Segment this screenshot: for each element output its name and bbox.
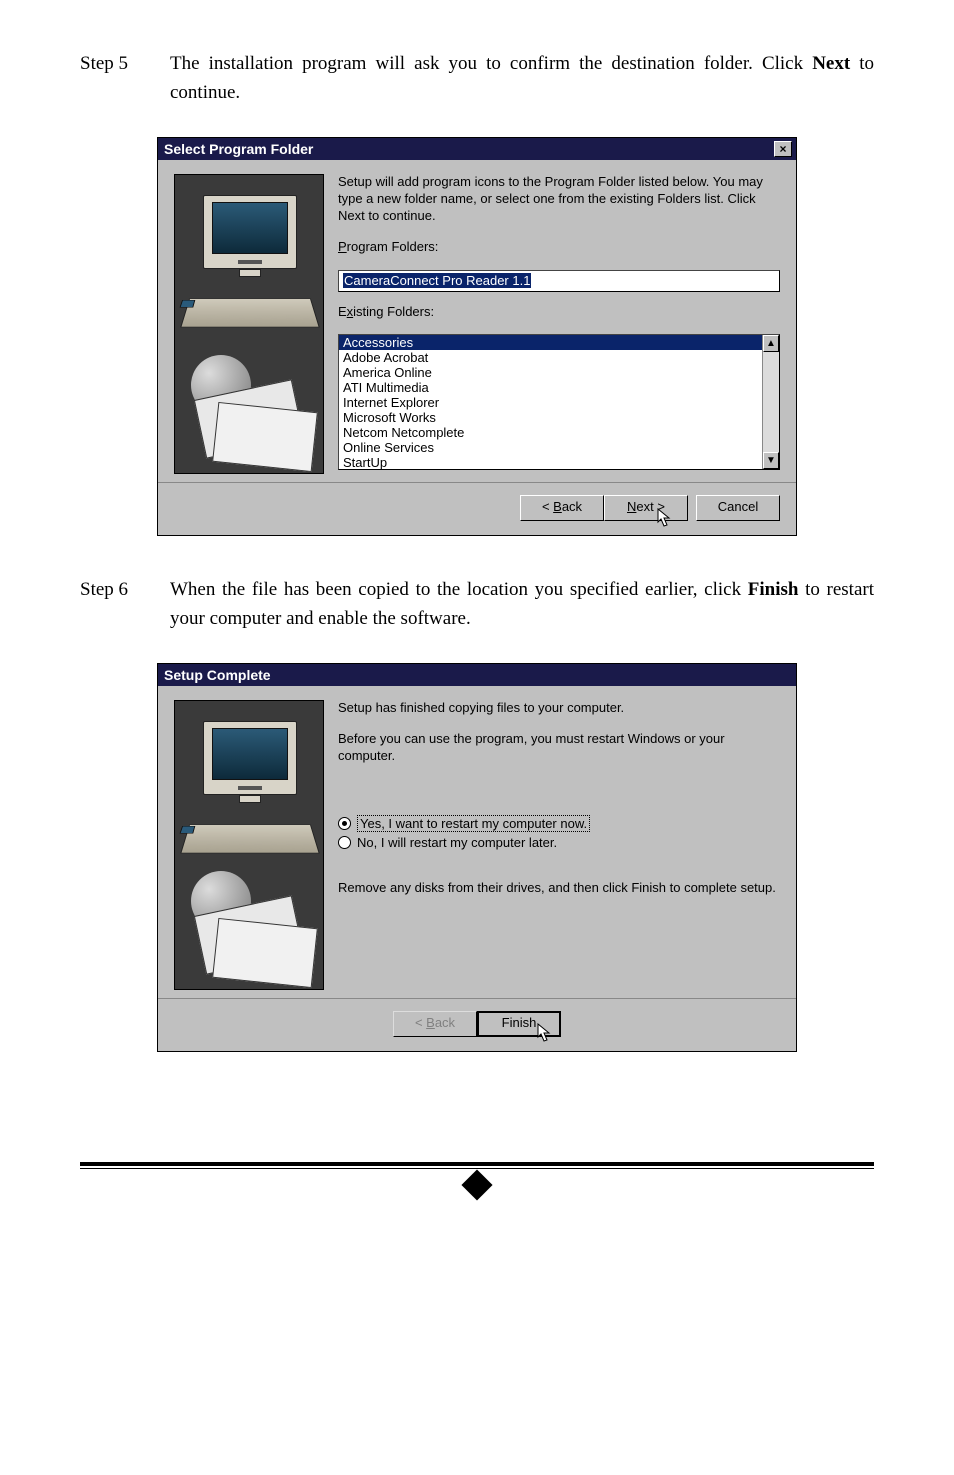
list-item[interactable]: Online Services xyxy=(339,440,762,455)
dialog2-title: Setup Complete xyxy=(164,667,271,683)
list-item[interactable]: Adobe Acrobat xyxy=(339,350,762,365)
existing-folders-label: Existing Folders: xyxy=(338,304,780,321)
finish-button[interactable]: Finish xyxy=(477,1011,561,1037)
dialog2-line2: Before you can use the program, you must… xyxy=(338,731,780,765)
step-6-text-before: When the file has been copied to the loc… xyxy=(170,579,748,600)
back-finish-group: < Back Finish xyxy=(393,1011,561,1037)
list-item[interactable]: Internet Explorer xyxy=(339,395,762,410)
existing-label-rest: isting Folders: xyxy=(353,304,434,319)
program-folders-label-rest: rogram Folders: xyxy=(347,239,439,254)
step-5-text-before: The installation program will ask you to… xyxy=(170,53,812,74)
dialog2-body: Setup has finished copying files to your… xyxy=(158,686,796,998)
back2-pre: < xyxy=(415,1015,426,1030)
program-folders-value: CameraConnect Pro Reader 1.1 xyxy=(343,273,531,288)
back-pre: < xyxy=(542,499,553,514)
back-button[interactable]: < Back xyxy=(520,495,604,521)
dialog2-line1: Setup has finished copying files to your… xyxy=(338,700,780,717)
setup-complete-dialog: Setup Complete Setup has xyxy=(157,663,797,1052)
list-item[interactable]: ATI Multimedia xyxy=(339,380,762,395)
finish-label: Finish xyxy=(502,1015,537,1030)
monitor-shape xyxy=(203,721,297,795)
back-next-group: < Back Next > xyxy=(520,495,688,521)
page-footer xyxy=(0,1162,954,1241)
radio-no[interactable] xyxy=(338,836,351,849)
step-5-text: The installation program will ask you to… xyxy=(170,50,874,107)
dialog1-wizard-image xyxy=(174,174,324,474)
back2-mnemonic: B xyxy=(426,1015,435,1030)
program-folders-label: Program Folders: xyxy=(338,239,780,256)
existing-label-pre: E xyxy=(338,304,347,319)
dialog1-intro: Setup will add program icons to the Prog… xyxy=(338,174,780,225)
dialog2-content: Setup has finished copying files to your… xyxy=(338,700,780,990)
dialog1-body: Setup will add program icons to the Prog… xyxy=(158,160,796,482)
listbox-scrollbar[interactable]: ▲ ▼ xyxy=(762,335,779,469)
list-item[interactable]: America Online xyxy=(339,365,762,380)
step-6-label: Step 6 xyxy=(80,576,170,633)
close-icon[interactable]: × xyxy=(774,141,792,157)
scroll-down-icon[interactable]: ▼ xyxy=(763,452,779,469)
back-mnemonic: B xyxy=(553,499,562,514)
wizard-graphic xyxy=(174,700,324,990)
next-button[interactable]: Next > xyxy=(604,495,688,521)
dialog1-content: Setup will add program icons to the Prog… xyxy=(338,174,780,474)
list-item[interactable]: StartUp xyxy=(339,455,762,469)
cancel-button[interactable]: Cancel xyxy=(696,495,780,521)
existing-folders-listbox[interactable]: Accessories Adobe Acrobat America Online… xyxy=(338,334,780,470)
list-item[interactable]: Microsoft Works xyxy=(339,410,762,425)
step-6-text: When the file has been copied to the loc… xyxy=(170,576,874,633)
back-button-disabled: < Back xyxy=(393,1011,477,1037)
step-5: Step 5 The installation program will ask… xyxy=(80,50,874,107)
back2-rest: ack xyxy=(435,1015,455,1030)
dialog2-footer: < Back Finish xyxy=(158,998,796,1051)
wizard-graphic xyxy=(174,174,324,474)
list-item[interactable]: Netcom Netcomplete xyxy=(339,425,762,440)
step-5-bold: Next xyxy=(812,53,850,74)
step-6: Step 6 When the file has been copied to … xyxy=(80,576,874,633)
footer-diamond-wrap xyxy=(80,1168,874,1201)
footer-rule-thick xyxy=(80,1162,874,1166)
step-6-bold: Finish xyxy=(748,579,799,600)
dialog2-titlebar: Setup Complete xyxy=(158,664,796,686)
step-5-label: Step 5 xyxy=(80,50,170,107)
cursor-icon xyxy=(657,508,673,528)
list-item[interactable]: Accessories xyxy=(339,335,762,350)
radio-no-label: No, I will restart my computer later. xyxy=(357,835,557,850)
listbox-inner: Accessories Adobe Acrobat America Online… xyxy=(339,335,762,469)
radio-yes-label: Yes, I want to restart my computer now. xyxy=(357,815,590,832)
dialog2-line3: Remove any disks from their drives, and … xyxy=(338,880,780,897)
program-folders-mnemonic: P xyxy=(338,239,347,254)
diamond-icon xyxy=(461,1169,492,1200)
select-program-folder-dialog: Select Program Folder × xyxy=(157,137,797,536)
dialog1-title: Select Program Folder xyxy=(164,141,313,157)
dialog1-titlebar: Select Program Folder × xyxy=(158,138,796,160)
radio-yes[interactable] xyxy=(338,817,351,830)
back-rest: ack xyxy=(562,499,582,514)
radio-no-row[interactable]: No, I will restart my computer later. xyxy=(338,835,780,850)
dialog2-wizard-image xyxy=(174,700,324,990)
program-folders-input[interactable]: CameraConnect Pro Reader 1.1 xyxy=(338,270,780,292)
monitor-shape xyxy=(203,195,297,269)
scroll-up-icon[interactable]: ▲ xyxy=(763,335,779,352)
next-mnemonic: N xyxy=(627,499,636,514)
cursor-icon xyxy=(537,1023,553,1043)
radio-yes-row[interactable]: Yes, I want to restart my computer now. xyxy=(338,815,780,832)
dialog1-footer: < Back Next > Cancel xyxy=(158,482,796,535)
